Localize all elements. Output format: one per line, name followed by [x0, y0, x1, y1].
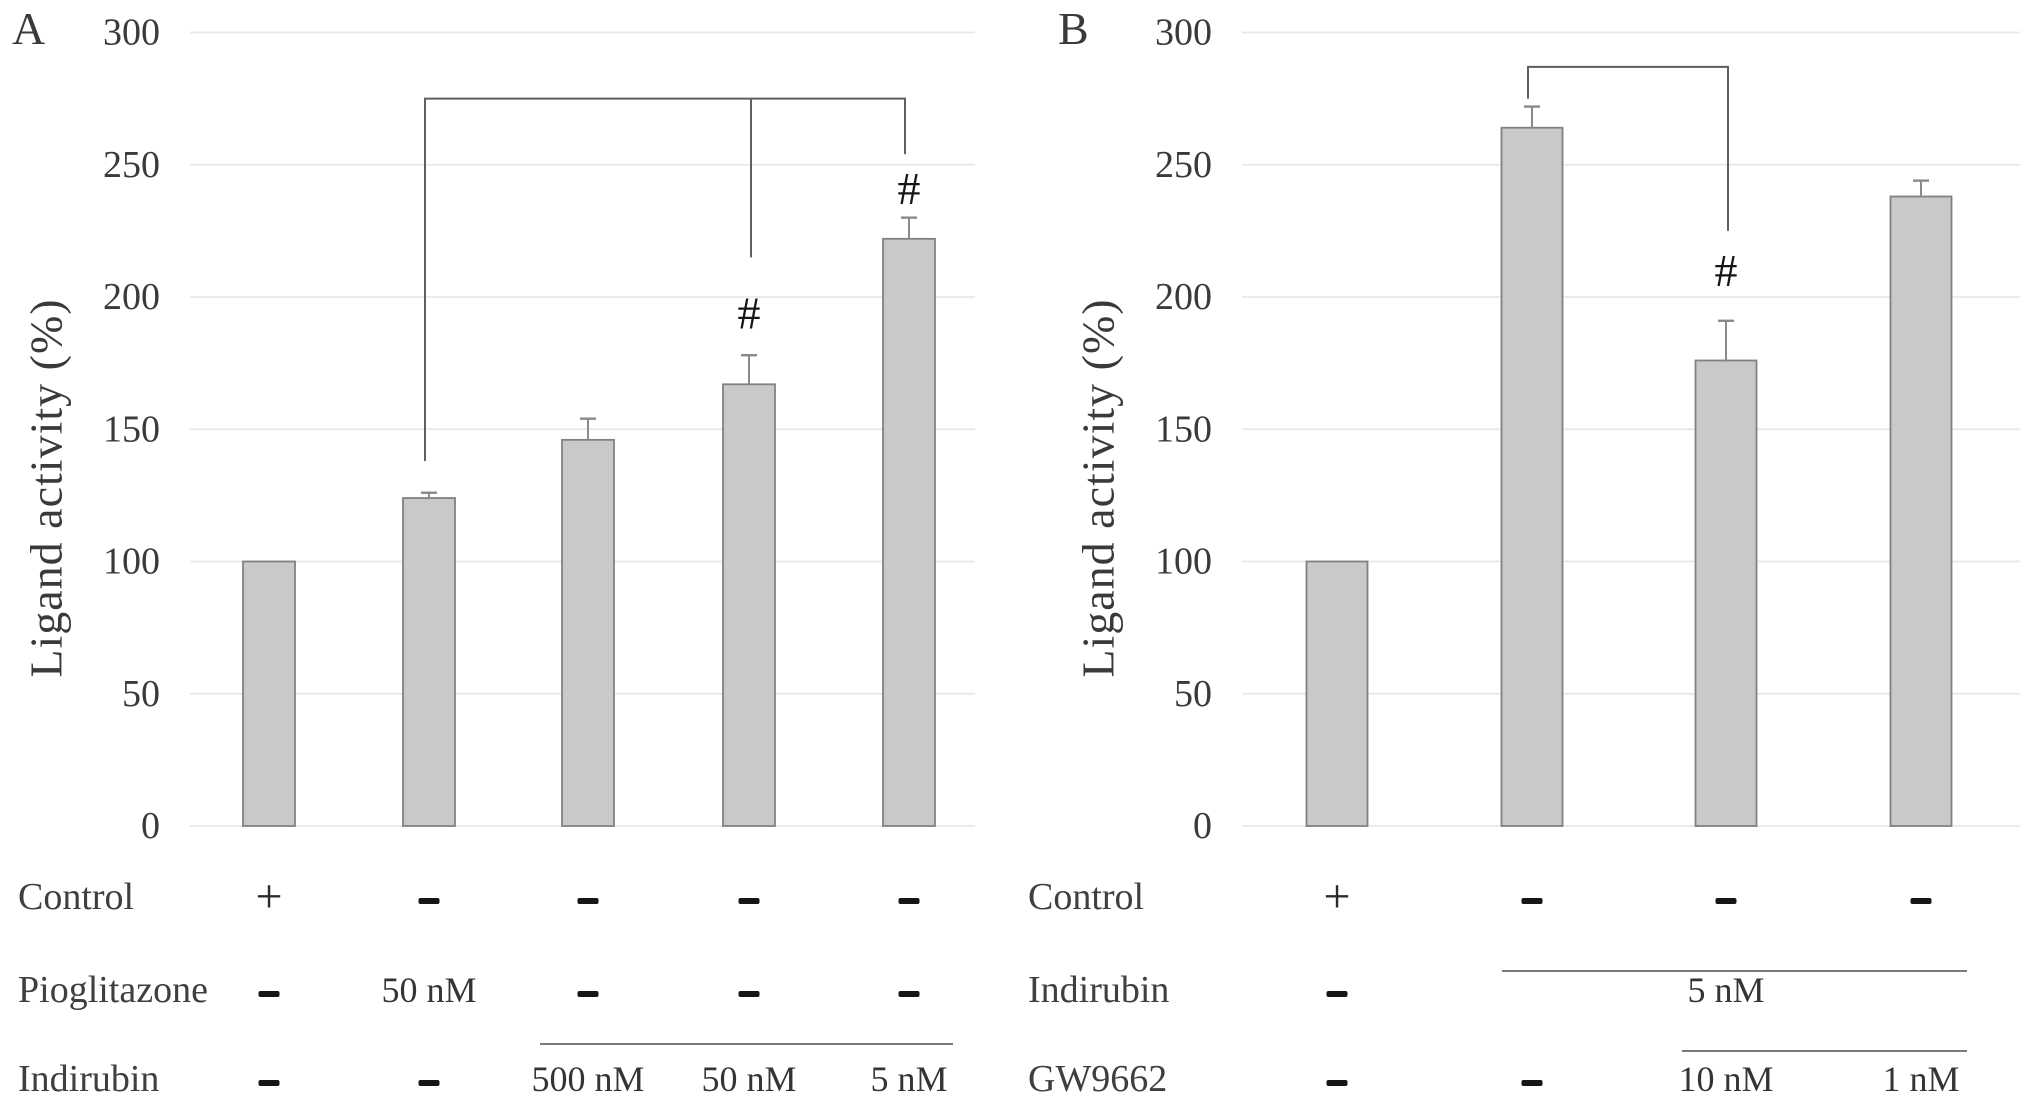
- table-cell: [898, 969, 920, 1011]
- plus-symbol: +: [255, 870, 283, 923]
- bar: [1500, 126, 1564, 827]
- panel-b-letter: B: [1058, 3, 1089, 54]
- significance-hash: #: [1715, 245, 1738, 296]
- table-row-label: GW9662: [1028, 1058, 1168, 1100]
- y-tick-label: 150: [103, 408, 160, 450]
- table-cell: [418, 876, 440, 918]
- bar: [1305, 560, 1369, 827]
- table-cell: [1521, 876, 1543, 918]
- table-cell: [738, 969, 760, 1011]
- dose-group-overline: [540, 1043, 953, 1046]
- minus-symbol: [258, 990, 280, 997]
- y-tick-label: 100: [1155, 541, 1212, 583]
- table-cell: [1326, 1058, 1348, 1100]
- y-tick-label: 250: [1155, 144, 1212, 186]
- minus-symbol: [898, 990, 920, 997]
- dose-group-overline: [1502, 970, 1967, 973]
- minus-symbol: [1910, 897, 1932, 904]
- plus-symbol: +: [1323, 870, 1351, 923]
- table-cell: [1326, 969, 1348, 1011]
- y-tick-label: 200: [1155, 276, 1212, 318]
- minus-symbol: [1521, 1079, 1543, 1086]
- table-row-label: Indirubin: [1028, 969, 1170, 1011]
- y-tick-label: 50: [1174, 673, 1212, 715]
- minus-symbol: [577, 897, 599, 904]
- table-cell: 1 nM: [1882, 1059, 1960, 1099]
- table-cell: 50 nM: [381, 970, 477, 1010]
- table-cell: 500 nM: [531, 1059, 645, 1099]
- minus-symbol: [258, 1079, 280, 1086]
- table-cell: 5 nM: [1687, 970, 1765, 1010]
- bar: [242, 560, 296, 827]
- bar: [722, 383, 776, 827]
- y-tick-label: 200: [103, 276, 160, 318]
- table-cell: [258, 1058, 280, 1100]
- bar: [561, 438, 615, 827]
- bar: [882, 237, 936, 827]
- y-tick-label: 100: [103, 541, 160, 583]
- significance-hash: #: [738, 287, 761, 338]
- table-cell: [1521, 1058, 1543, 1100]
- minus-symbol: [577, 990, 599, 997]
- table-cell: [577, 876, 599, 918]
- panel-a-y-axis-title: Ligand activity (%): [20, 298, 72, 678]
- table-cell: 10 nM: [1678, 1059, 1774, 1099]
- table-cell: +: [255, 873, 282, 921]
- minus-symbol: [738, 897, 760, 904]
- significance-bracket: [1527, 65, 1729, 231]
- table-cell: [258, 969, 280, 1011]
- table-cell: [1910, 876, 1932, 918]
- significance-hash: #: [898, 163, 921, 214]
- significance-bracket: [424, 97, 906, 461]
- y-tick-label: 250: [103, 144, 160, 186]
- minus-symbol: [1326, 990, 1348, 997]
- minus-symbol: [738, 990, 760, 997]
- y-tick-label: 150: [1155, 408, 1212, 450]
- y-tick-label: 300: [1155, 12, 1212, 54]
- minus-symbol: [1521, 897, 1543, 904]
- bar: [1694, 359, 1758, 827]
- bar: [1889, 195, 1953, 827]
- table-cell: [898, 876, 920, 918]
- minus-symbol: [898, 897, 920, 904]
- table-row-label: Control: [18, 876, 135, 918]
- minus-symbol: [418, 897, 440, 904]
- minus-symbol: [1326, 1079, 1348, 1086]
- y-tick-label: 0: [1193, 805, 1212, 847]
- table-row-label: Pioglitazone: [18, 969, 208, 1011]
- y-tick-label: 0: [141, 805, 160, 847]
- table-row-label: Control: [1028, 876, 1145, 918]
- dose-group-overline: [1682, 1050, 1967, 1053]
- table-cell: [738, 876, 760, 918]
- table-cell: 5 nM: [870, 1059, 948, 1099]
- minus-symbol: [418, 1079, 440, 1086]
- panel-a-letter: A: [12, 3, 46, 54]
- panel-b-y-axis-title: Ligand activity (%): [1072, 298, 1124, 678]
- table-cell: [577, 969, 599, 1011]
- table-row-label: Indirubin: [18, 1058, 160, 1100]
- table-cell: 50 nM: [701, 1059, 797, 1099]
- bar: [402, 497, 456, 827]
- table-cell: +: [1323, 873, 1350, 921]
- y-tick-label: 50: [122, 673, 160, 715]
- minus-symbol: [1715, 897, 1737, 904]
- table-cell: [1715, 876, 1737, 918]
- table-cell: [418, 1058, 440, 1100]
- y-tick-label: 300: [103, 12, 160, 54]
